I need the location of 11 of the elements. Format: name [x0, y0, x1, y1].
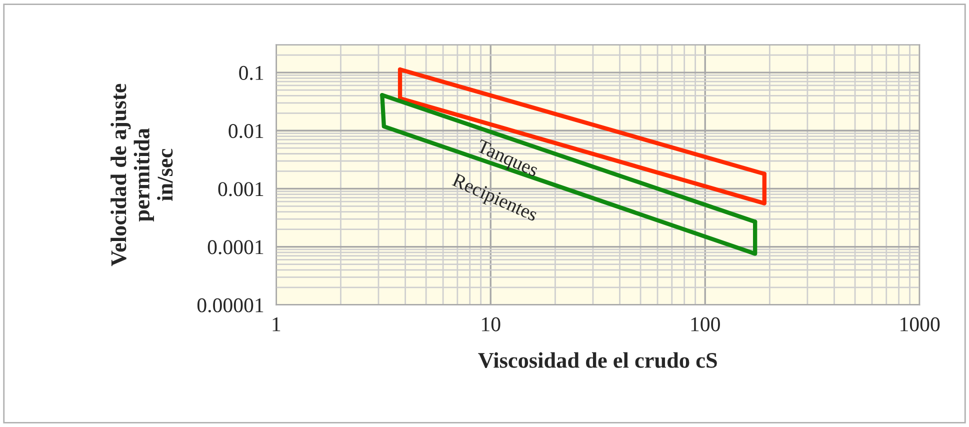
x-tick-label: 10	[482, 317, 500, 332]
y-tick-label: 0.0001	[208, 240, 264, 254]
y-tick-label: 0.00001	[197, 298, 264, 312]
y-tick-label: 0.01	[228, 124, 264, 138]
x-tick-label: 1000	[900, 317, 940, 332]
x-axis-title: Viscosidad de el crudo cS	[478, 352, 717, 368]
y-tick-label: 0.001	[218, 182, 264, 196]
y-tick-label: 0.1	[239, 66, 264, 80]
y-axis-title: Velocidad de ajuste permitida in/sec	[110, 84, 173, 266]
x-tick-label: 1	[272, 317, 280, 332]
x-tick-label: 100	[691, 317, 720, 332]
